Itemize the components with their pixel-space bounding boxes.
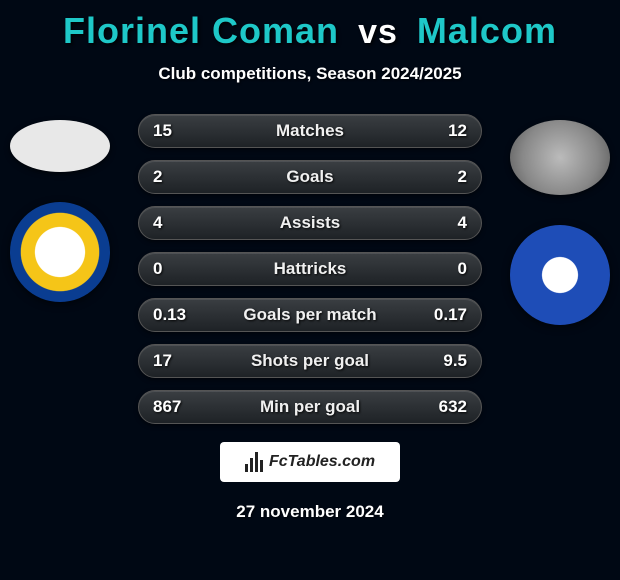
stat-value-right: 632 xyxy=(431,397,481,417)
player2-club-badge: 1957 xyxy=(510,225,610,325)
stat-value-right: 0.17 xyxy=(431,305,481,325)
stat-label: Goals per match xyxy=(189,305,431,325)
stat-row: 2Goals2 xyxy=(138,160,482,194)
stat-row: 17Shots per goal9.5 xyxy=(138,344,482,378)
comparison-date: 27 november 2024 xyxy=(0,502,620,522)
comparison-content: 1957 15Matches12 2Goals2 4Assists4 0Hattric… xyxy=(0,114,620,424)
comparison-title: Florinel Coman vs Malcom xyxy=(0,0,620,52)
season-subtitle: Club competitions, Season 2024/2025 xyxy=(0,64,620,84)
vs-text: vs xyxy=(358,13,398,51)
stat-value-left: 867 xyxy=(139,397,189,417)
stat-row: 4Assists4 xyxy=(138,206,482,240)
stat-value-right: 4 xyxy=(431,213,481,233)
stat-value-left: 2 xyxy=(139,167,189,187)
stat-value-left: 15 xyxy=(139,121,189,141)
stat-label: Hattricks xyxy=(189,259,431,279)
player1-club-badge xyxy=(10,202,110,302)
player2-avatar xyxy=(510,120,610,195)
stat-value-left: 0 xyxy=(139,259,189,279)
footer-logo: FcTables.com xyxy=(220,442,400,482)
right-column: 1957 xyxy=(500,114,620,325)
stat-row: 867Min per goal632 xyxy=(138,390,482,424)
stat-value-right: 12 xyxy=(431,121,481,141)
stat-row: 15Matches12 xyxy=(138,114,482,148)
stat-value-right: 9.5 xyxy=(431,351,481,371)
footer-site-text: FcTables.com xyxy=(269,453,375,471)
stats-table: 15Matches12 2Goals2 4Assists4 0Hattricks0 0.… xyxy=(138,114,482,424)
player1-avatar xyxy=(10,120,110,172)
stat-value-left: 17 xyxy=(139,351,189,371)
stat-value-right: 0 xyxy=(431,259,481,279)
club-right-year: 1957 xyxy=(549,270,571,281)
stat-label: Goals xyxy=(189,167,431,187)
stat-label: Shots per goal xyxy=(189,351,431,371)
stat-label: Matches xyxy=(189,121,431,141)
stat-value-left: 0.13 xyxy=(139,305,189,325)
stat-label: Assists xyxy=(189,213,431,233)
stat-label: Min per goal xyxy=(189,397,431,417)
player1-name: Florinel Coman xyxy=(63,10,339,51)
footer-bars-icon xyxy=(245,452,263,472)
stat-value-left: 4 xyxy=(139,213,189,233)
left-column xyxy=(0,114,120,302)
stat-value-right: 2 xyxy=(431,167,481,187)
stat-row: 0Hattricks0 xyxy=(138,252,482,286)
stat-row: 0.13Goals per match0.17 xyxy=(138,298,482,332)
player2-name: Malcom xyxy=(417,10,557,51)
